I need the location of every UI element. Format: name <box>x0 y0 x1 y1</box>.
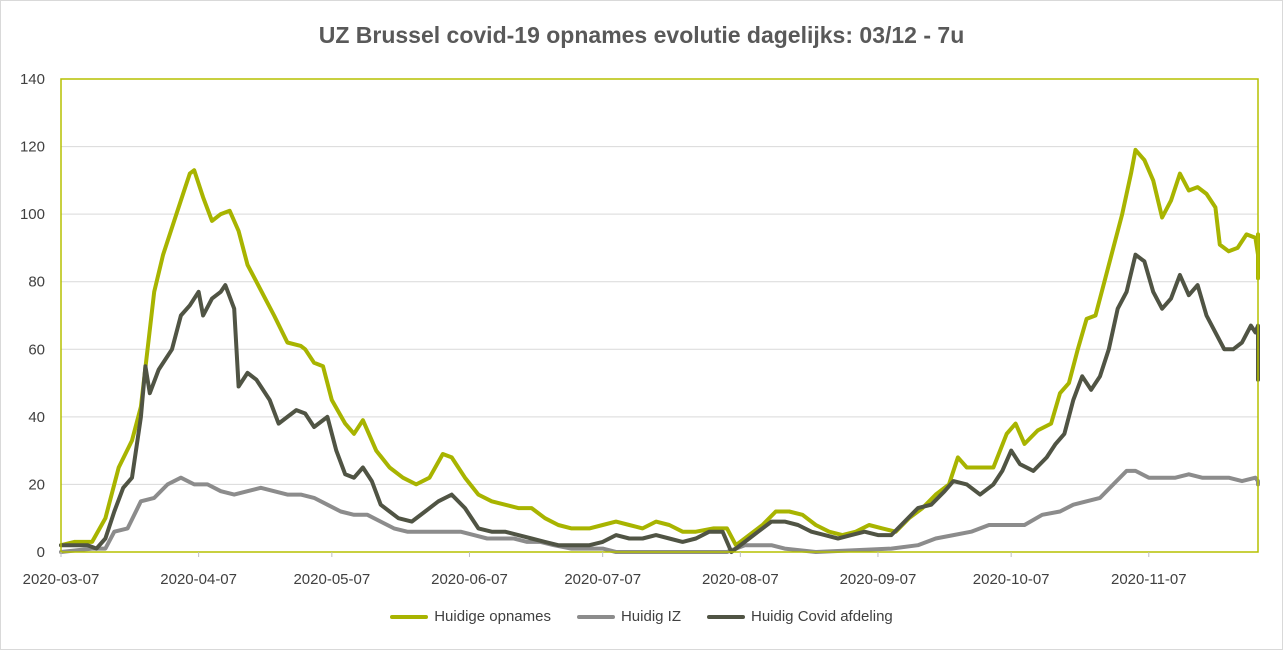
y-tick-label: 100 <box>20 206 45 223</box>
x-tick-label: 2020-10-07 <box>973 571 1050 588</box>
series-lines <box>59 147 1260 554</box>
legend-label: Huidig Covid afdeling <box>751 608 893 625</box>
plot-area-border <box>60 78 1259 553</box>
series-line-0 <box>59 147 1260 548</box>
legend-label: Huidig IZ <box>620 608 681 625</box>
y-tick-label: 20 <box>28 476 45 493</box>
x-tick-label: 2020-05-07 <box>293 571 370 588</box>
y-tick-label: 60 <box>28 341 45 358</box>
legend-swatch <box>576 614 615 619</box>
legend-label: Huidige opnames <box>434 608 551 625</box>
series-line-1 <box>59 468 1260 554</box>
y-tick-label: 80 <box>28 274 45 291</box>
legend-item: Huidig IZ <box>576 608 681 625</box>
y-axis: 0 20 40 60 80 100 120 140 <box>20 71 45 561</box>
chart-legend: Huidige opnames Huidig IZ Huidig Covid afd… <box>0 608 1283 625</box>
y-tick-label: 40 <box>28 409 45 426</box>
x-tick-label: 2020-11-07 <box>1111 571 1187 588</box>
x-tick-label: 2020-04-07 <box>160 571 237 588</box>
gridlines <box>61 146 1258 485</box>
x-tick-label: 2020-08-07 <box>702 571 779 588</box>
legend-item: Huidige opnames <box>390 608 551 625</box>
x-tick-label: 2020-06-07 <box>431 571 508 588</box>
legend-item: Huidig Covid afdeling <box>707 608 893 625</box>
y-tick-label: 0 <box>37 544 45 561</box>
x-tick-label: 2020-03-07 <box>23 571 100 588</box>
y-tick-label: 120 <box>20 139 45 156</box>
chart-title: UZ Brussel covid-19 opnames evolutie dag… <box>318 22 965 48</box>
series-line-2 <box>59 252 1260 554</box>
legend-swatch <box>390 614 429 619</box>
x-tick-label: 2020-07-07 <box>564 571 641 588</box>
x-axis: 2020-03-07 2020-04-07 2020-05-07 2020-06-07… <box>23 552 1187 588</box>
y-tick-label: 140 <box>20 71 45 88</box>
x-tick-label: 2020-09-07 <box>840 571 917 588</box>
legend-swatch <box>707 614 745 619</box>
